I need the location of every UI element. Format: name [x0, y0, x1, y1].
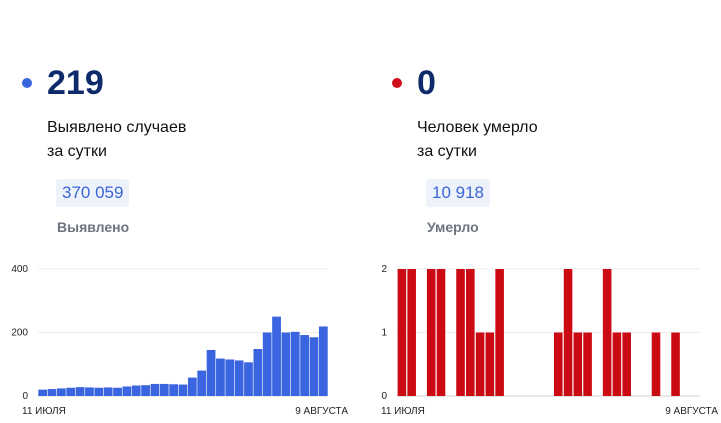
bar [234, 360, 244, 396]
bar [272, 316, 281, 396]
bar [187, 377, 197, 396]
cases-total-value: 370 059 [56, 179, 130, 207]
bar [103, 387, 113, 396]
bar [94, 387, 104, 396]
bar [300, 335, 309, 396]
bar [475, 332, 485, 396]
bar [671, 332, 680, 396]
bar [651, 332, 661, 396]
y-tick-label: 1 [381, 328, 387, 339]
bar [225, 359, 235, 396]
bar [281, 332, 291, 396]
bar [456, 269, 465, 396]
deaths-total-label: Умерло [427, 219, 479, 235]
bar [573, 332, 583, 396]
bar [622, 332, 631, 396]
deaths-total-value: 10 918 [426, 179, 490, 207]
y-tick-label: 0 [381, 391, 387, 402]
bar [75, 387, 85, 396]
bar [262, 332, 272, 396]
bar [397, 269, 407, 396]
bar [583, 332, 592, 396]
cases-description-line-1: Выявлено случаев [47, 119, 187, 136]
bar [426, 269, 436, 396]
bar [253, 349, 263, 396]
bar [602, 269, 612, 396]
bar [309, 337, 319, 396]
deaths-chart: 0 1 2 11 ИЮЛЯ 9 АВГУСТА [381, 264, 718, 417]
bar [169, 384, 179, 396]
cases-description-line-2: за сутки [47, 143, 107, 160]
bar [612, 332, 622, 396]
cases-chart: 0 200 400 11 ИЮЛЯ 9 АВГУСТА [11, 264, 348, 417]
bar [113, 387, 122, 396]
x-tick-label-start: 11 ИЮЛЯ [381, 406, 425, 417]
bar [553, 332, 563, 396]
bar [197, 370, 207, 396]
bar [159, 383, 169, 396]
bar [495, 269, 504, 396]
cases-daily-value: 219 [47, 64, 104, 102]
bar [563, 269, 573, 396]
bar [244, 362, 253, 396]
y-tick-label: 200 [11, 328, 28, 339]
y-tick-label: 400 [11, 264, 28, 275]
bar [178, 384, 188, 396]
bar [206, 349, 216, 396]
bar [407, 269, 416, 396]
bar [466, 269, 475, 396]
bar [216, 358, 225, 396]
bar [38, 389, 48, 396]
cases-description: Выявлено случаев за сутки [47, 116, 186, 164]
bar [150, 383, 160, 396]
bar [47, 389, 57, 396]
y-tick-label: 2 [381, 264, 387, 275]
y-tick-label: 0 [22, 391, 28, 402]
x-tick-label-start: 11 ИЮЛЯ [22, 406, 66, 417]
deaths-description: Человек умерло за сутки [417, 116, 538, 164]
bar [85, 387, 94, 396]
bar [436, 269, 446, 396]
bar [318, 326, 328, 396]
cases-dot-icon [22, 78, 32, 88]
bar [57, 388, 66, 396]
x-tick-label-end: 9 АВГУСТА [295, 406, 348, 417]
bar [290, 331, 300, 396]
bar [131, 385, 141, 396]
bar [66, 387, 76, 396]
bar [485, 332, 495, 396]
cases-panel: 219 Выявлено случаев за сутки 370 059 Вы… [0, 0, 360, 423]
deaths-panel: 0 Человек умерло за сутки 10 918 Умерло … [370, 0, 721, 423]
cases-total-label: Выявлено [57, 219, 130, 235]
x-tick-label-end: 9 АВГУСТА [665, 406, 718, 417]
deaths-description-line-1: Человек умерло [417, 119, 538, 136]
bar [122, 386, 132, 396]
deaths-daily-value: 0 [417, 64, 436, 102]
bar [141, 385, 150, 396]
deaths-dot-icon [392, 78, 402, 88]
deaths-description-line-2: за сутки [417, 143, 477, 160]
